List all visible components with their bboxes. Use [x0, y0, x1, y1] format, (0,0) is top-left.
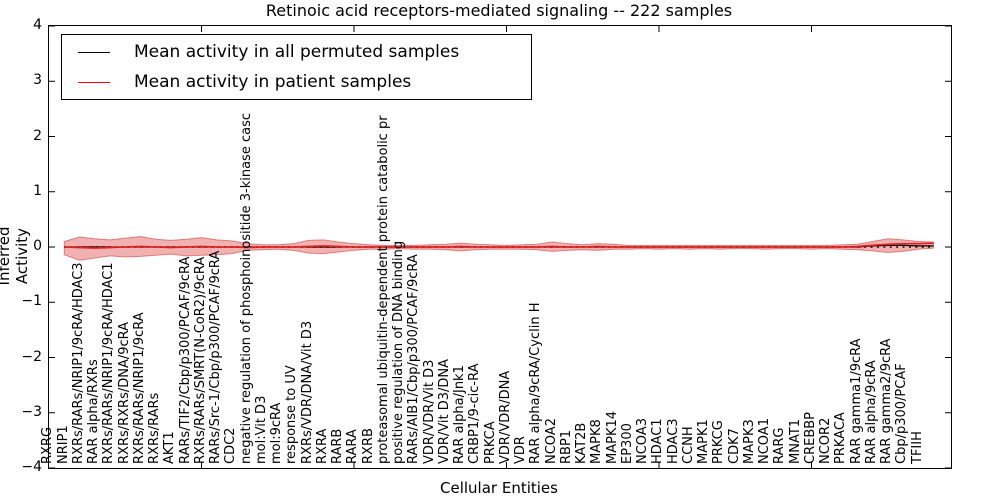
x-tick-label: CDC2 [223, 427, 239, 464]
x-tick-label: MNAT1 [787, 418, 803, 464]
x-tick-label: VDR/VDR/DNA [497, 370, 513, 464]
legend: Mean activity in all permuted samples Me… [61, 34, 532, 100]
x-tick-label: RXRB [360, 428, 376, 464]
std-band [63, 235, 934, 261]
x-tick-label: RAR alpha/RXRs [86, 359, 101, 464]
x-tick-label: RARs/Src-1/Cbp/p300/PCAF/9cRA [208, 250, 223, 464]
x-tick-label: VDR [513, 436, 528, 464]
y-tick-label: −2 [21, 348, 42, 365]
x-tick-label: NCOA2 [543, 418, 559, 464]
x-tick-label: RXRs/RARs/NRIP1/9cRA [131, 312, 147, 464]
x-tick-label: mol:Vit D3 [253, 395, 269, 464]
legend-label: Mean activity in patient samples [134, 72, 412, 92]
x-tick-label: KAT2B [574, 422, 589, 464]
x-tick-label: RXRs/VDR/DNA/Vit D3 [299, 320, 315, 464]
x-tick-label: positive regulation of DNA binding [391, 240, 406, 464]
x-tick-label: TFIIH [909, 431, 925, 464]
plot-area: Mean activity in all permuted samples Me… [48, 25, 952, 469]
chart-title: Retinoic acid receptors-mediated signali… [265, 1, 733, 20]
x-tick-label: mol:9cRA [269, 402, 284, 464]
x-tick-label: NRIP1 [55, 425, 71, 464]
legend-line-red-icon [78, 81, 110, 83]
x-tick-label: RXRs/RARs [147, 392, 162, 464]
x-tick-label: RAR gamma2/9cRA [879, 338, 894, 464]
x-axis-title: Cellular Entities [440, 479, 558, 497]
x-tick-label: RARs/TIF2/Cbp/p300/PCAF/9cRA [177, 256, 193, 464]
x-tick-label: PRKCA [482, 421, 498, 464]
y-tick-label: 1 [33, 182, 42, 199]
x-tick-label: CREBBP [802, 412, 818, 464]
y-tick-label: 4 [33, 17, 42, 33]
legend-line-black-icon [78, 51, 110, 53]
x-tick-label: RAR gamma1/9cRA [848, 338, 864, 464]
y-tick-label: −3 [21, 403, 42, 420]
y-tick-label: 0 [33, 238, 42, 254]
x-tick-label: VDR/Vit D3/DNA [436, 358, 452, 464]
x-tick-label: CDK7 [726, 428, 742, 464]
x-tick-label: RAR alpha/9cRA/Cyclin H [528, 302, 544, 464]
y-tick-label: −1 [21, 293, 42, 310]
x-tick-label: MAPK3 [741, 419, 757, 464]
y-tick-label: −4 [21, 459, 42, 475]
x-tick-label: NCOA1 [757, 418, 772, 464]
x-tick-label: RARs/AIB1/Cbp/p300/PCAF/9cRA [406, 254, 422, 464]
x-tick-label: CRBP1/9-cic-RA [467, 363, 483, 464]
x-tick-label: HDAC1 [650, 418, 666, 464]
legend-label: Mean activity in all permuted samples [134, 42, 460, 62]
x-tick-label: AKT1 [162, 431, 178, 464]
x-tick-label: RARG [772, 427, 788, 464]
x-tick-label: EP300 [619, 423, 635, 464]
x-tick-label: CCNH [680, 426, 696, 464]
patient-mean-line [64, 242, 934, 249]
x-tick-label: RXRG [40, 426, 56, 464]
x-tick-label: RXRA [314, 428, 330, 464]
legend-item-permuted: Mean activity in all permuted samples [78, 38, 531, 66]
x-tick-label: MAPK8 [589, 419, 605, 464]
x-tick-label: PRKCG [711, 420, 727, 464]
x-tick-label: Cbp/p300/PCAF [894, 363, 910, 464]
x-tick-label: NCOR2 [818, 417, 833, 464]
x-tick-label: negative regulation of phosphoinositide … [238, 113, 254, 464]
x-tick-label: response to UV [284, 365, 300, 464]
x-tick-label: RAR alpha/9cRA [863, 360, 879, 464]
y-tick-label: 3 [33, 72, 42, 89]
x-tick-label: RBP1 [558, 429, 574, 464]
x-tick-label: RXRs/RARs/NRIP1/9cRA/HDAC1 [101, 262, 117, 464]
legend-item-patient: Mean activity in patient samples [78, 68, 531, 96]
x-tick-label: PRKACA [833, 412, 849, 464]
chart-canvas [49, 26, 951, 468]
x-tick-label: RXRs/RARs/NRIP1/9cRA/HDAC3 [70, 262, 86, 464]
x-tick-label: RARA [345, 429, 361, 464]
x-tick-label: MAPK1 [696, 419, 711, 464]
x-tick-label: RARB [330, 428, 345, 464]
x-tick-label: RAR alpha/Jnk1 [452, 365, 467, 464]
x-tick-label: VDR/VDR/Vit D3 [421, 359, 437, 464]
x-tick-label: MAPK14 [604, 410, 620, 464]
x-tick-label: HDAC3 [665, 418, 681, 464]
x-tick-label: proteasomal ubiquitin-dependent protein … [375, 115, 391, 464]
x-tick-label: RXRs/RARs/SMRT(N-CoR2)/9cRA [192, 256, 208, 464]
y-tick-label: 2 [33, 127, 42, 144]
x-tick-label: NCOA3 [635, 418, 650, 464]
x-tick-label: RXRs/RXRs/DNA/9cRA [116, 321, 132, 464]
